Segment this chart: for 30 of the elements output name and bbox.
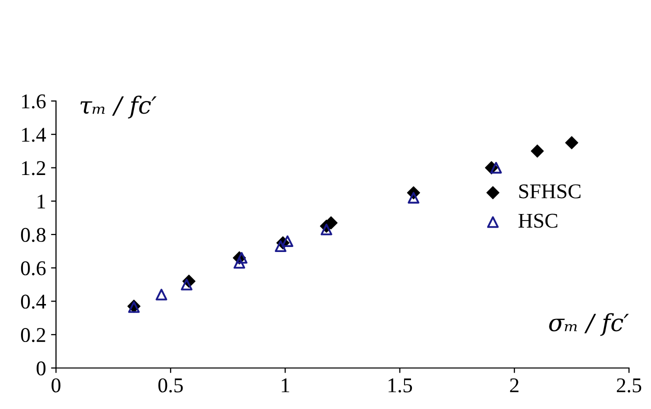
y-tick-label: 0.8 [21,228,46,242]
y-tick-label: 0.6 [21,261,46,276]
point [408,192,420,204]
point [565,136,578,150]
point [234,257,246,269]
y-tick-label: 0 [36,361,46,376]
y-tick-label: 0.2 [21,328,46,342]
x-tick-label: 1 [282,378,290,392]
x-tick-label: 2 [510,378,518,392]
point [274,240,286,252]
x-tick-label: 1.5 [388,378,412,392]
x-axis-title: σₘ / fc′ [549,313,629,336]
point [180,278,192,290]
point [530,144,544,158]
legend-label: HSC [518,214,558,228]
x-tick-label: 0.5 [158,378,183,392]
y-tick-label: 1 [38,194,46,208]
x-tick-label: 2.5 [616,378,642,392]
point [490,162,502,174]
point [320,224,332,236]
x-tick-label: 0 [52,378,60,392]
point [282,235,294,247]
point [236,252,248,264]
y-axis-title: τₘ / fc′ [80,96,157,119]
y-tick-label: 1.6 [22,94,46,109]
y-tick-label: 0.4 [21,294,46,309]
point [156,288,168,300]
legend-label: SFHSC [519,184,580,198]
y-tick-label: 1.4 [22,128,46,142]
y-tick-label: 1.2 [22,161,46,176]
